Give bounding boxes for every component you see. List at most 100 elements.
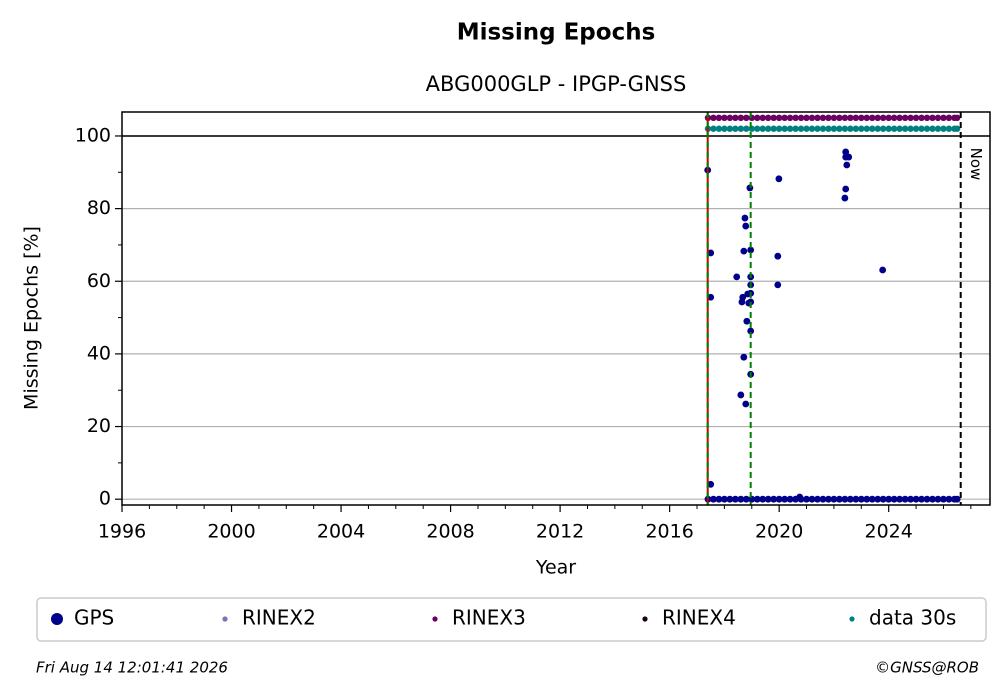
x-tick-label: 1996	[98, 521, 146, 543]
data-point	[901, 114, 909, 122]
data-point	[912, 125, 920, 132]
y-axis-label: Missing Epochs [%]	[21, 226, 43, 410]
data-point	[918, 114, 925, 122]
data-point	[732, 114, 739, 122]
data-point	[759, 114, 766, 122]
data-point	[710, 495, 717, 503]
data-point	[792, 125, 799, 132]
data-point	[874, 125, 881, 132]
data-point	[825, 114, 832, 122]
data-point	[808, 125, 816, 132]
data-point	[843, 161, 851, 169]
data-point	[852, 125, 860, 132]
data-point	[885, 125, 892, 132]
data-point	[879, 266, 887, 274]
data-point	[825, 125, 832, 132]
y-tick-label: 60	[87, 270, 111, 292]
legend-marker	[222, 616, 228, 622]
data-point	[775, 175, 783, 183]
plot-frame	[121, 111, 991, 506]
legend-label: GPS	[74, 606, 114, 630]
data-point	[923, 125, 931, 132]
data-point	[880, 114, 887, 122]
marker-label: Now	[967, 148, 985, 181]
data-point	[885, 495, 893, 503]
data-point	[715, 125, 723, 132]
legend-label: RINEX3	[452, 606, 526, 630]
data-point	[774, 252, 782, 260]
data-point	[803, 495, 810, 503]
x-tick-label: 2000	[207, 521, 255, 543]
data-point	[770, 114, 777, 122]
data-point	[929, 114, 936, 122]
legend-marker	[642, 616, 648, 622]
data-point	[880, 125, 887, 132]
data-point	[759, 125, 766, 132]
data-point	[953, 495, 961, 503]
x-tick-label: 2024	[865, 521, 913, 543]
data-point	[707, 249, 715, 257]
data-point	[739, 293, 747, 301]
data-point	[737, 495, 745, 503]
data-point	[901, 125, 909, 132]
data-point	[846, 495, 854, 503]
data-point	[740, 353, 748, 361]
data-point	[726, 125, 734, 132]
data-point	[885, 114, 892, 122]
data-point	[890, 114, 898, 122]
data-point	[863, 114, 870, 122]
data-point	[912, 114, 920, 122]
data-point	[803, 125, 810, 132]
data-point	[720, 495, 728, 503]
data-point	[754, 114, 761, 122]
data-point	[945, 125, 953, 132]
data-point	[748, 125, 755, 132]
x-tick-label: 2004	[317, 521, 365, 543]
x-tick-label: 2012	[536, 521, 584, 543]
data-point	[890, 125, 898, 132]
data-point	[836, 125, 843, 132]
data-point	[934, 495, 942, 503]
x-tick-label: 2008	[426, 521, 474, 543]
data-point	[841, 125, 849, 132]
data-point	[830, 114, 838, 122]
data-point	[770, 495, 778, 503]
data-point	[890, 495, 898, 503]
data-point	[741, 214, 749, 222]
chart-subtitle: ABG000GLP - IPGP-GNSS	[426, 72, 687, 96]
data-point	[743, 125, 750, 132]
data-point	[721, 125, 728, 132]
y-tick-label: 40	[87, 342, 111, 364]
data-point	[715, 495, 723, 503]
data-point	[896, 114, 903, 122]
data-point	[841, 194, 849, 202]
y-tick-label: 100	[75, 124, 111, 146]
data-point	[863, 125, 870, 132]
data-point	[737, 125, 745, 132]
data-point	[842, 185, 850, 193]
data-point	[770, 125, 777, 132]
data-point	[747, 327, 755, 335]
data-point	[841, 114, 849, 122]
data-point	[852, 495, 860, 503]
data-point	[825, 495, 832, 503]
data-point	[845, 153, 853, 161]
data-point	[841, 495, 849, 503]
data-point	[786, 125, 794, 132]
data-point	[748, 114, 755, 122]
data-point	[847, 125, 854, 132]
data-point	[707, 293, 715, 301]
data-point	[923, 114, 931, 122]
data-point	[857, 495, 865, 503]
data-point	[907, 114, 914, 122]
data-point	[765, 114, 772, 122]
data-point	[879, 495, 887, 503]
data-point	[715, 114, 723, 122]
data-point	[852, 114, 860, 122]
x-tick-label: 2016	[645, 521, 693, 543]
y-tick-label: 0	[99, 488, 111, 510]
data-point	[842, 148, 850, 156]
data-point	[874, 114, 881, 122]
data-point	[945, 495, 953, 503]
